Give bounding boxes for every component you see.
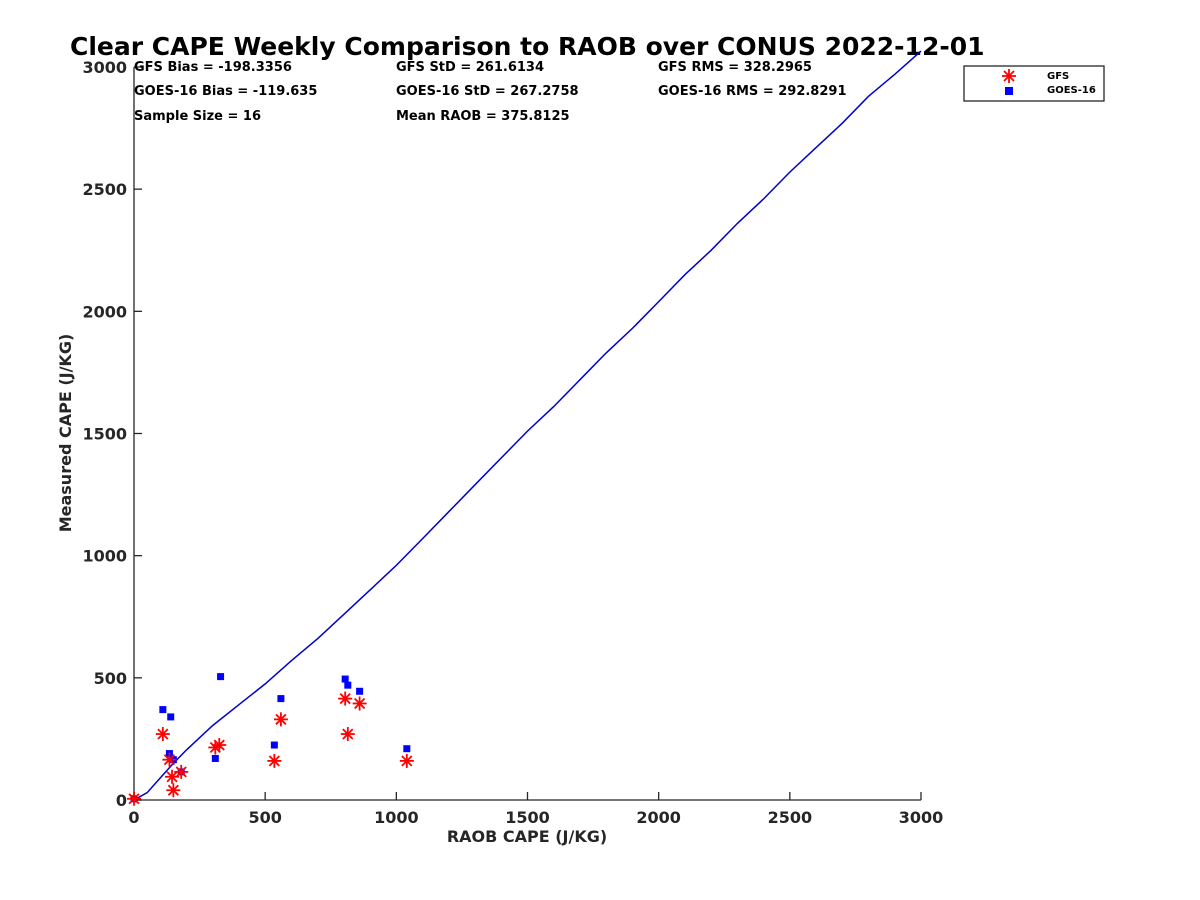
gfs-point	[273, 712, 288, 727]
goes16-point	[217, 673, 225, 681]
gfs-point	[162, 752, 177, 767]
gfs-point	[166, 783, 181, 798]
x-ticks: 0 500 1000 1500 2000 2500 3000	[128, 792, 943, 827]
reference-line	[133, 50, 922, 801]
x-tick-label: 1500	[505, 808, 550, 827]
y-tick-label: 0	[116, 791, 127, 810]
stat-gfs-bias: GFS Bias = -198.3356	[134, 60, 292, 75]
goes16-point	[211, 754, 219, 762]
series-layer	[127, 50, 922, 806]
gfs-point	[127, 791, 141, 806]
stat-gfs-rms: GFS RMS = 328.2965	[658, 60, 812, 75]
chart-title: Clear CAPE Weekly Comparison to RAOB ove…	[70, 32, 985, 61]
legend-gfs-marker	[1002, 69, 1016, 83]
legend-goes-label: GOES-16	[1047, 85, 1096, 96]
goes16-point	[159, 706, 167, 714]
goes16-point	[344, 681, 352, 689]
legend-box	[963, 65, 1105, 102]
goes16-point	[167, 713, 175, 721]
goes16-point	[270, 741, 278, 749]
stat-mean-raob: Mean RAOB = 375.8125	[396, 109, 570, 124]
y-tick-label: 500	[94, 669, 127, 688]
gfs-point	[267, 753, 282, 768]
gfs-asterisk-icon	[1002, 69, 1016, 83]
stat-gfs-std: GFS StD = 261.6134	[396, 60, 544, 75]
y-tick-label: 1500	[82, 425, 127, 444]
legend-gfs-label: GFS	[1047, 71, 1069, 82]
plot-area: 0 500 1000 1500 2000 2500 3000 0 500 1000 1500 200…	[82, 50, 943, 827]
stat-goes-bias: GOES-16 Bias = -119.635	[134, 84, 317, 99]
x-tick-label: 500	[248, 808, 281, 827]
x-tick-label: 3000	[899, 808, 944, 827]
stat-goes-rms: GOES-16 RMS = 292.8291	[658, 84, 847, 99]
x-tick-label: 2500	[768, 808, 813, 827]
x-tick-label: 2000	[636, 808, 681, 827]
goes16-point	[277, 695, 285, 703]
x-tick-label: 0	[128, 808, 139, 827]
legend: GFS GOES-16	[963, 65, 1105, 102]
y-tick-label: 2000	[82, 302, 127, 321]
gfs-point	[340, 727, 355, 742]
goes16-point	[403, 745, 411, 753]
y-tick-label: 3000	[82, 58, 127, 77]
gfs-point	[155, 727, 170, 742]
stat-goes-std: GOES-16 StD = 267.2758	[396, 84, 579, 99]
gfs-point	[212, 738, 227, 753]
gfs-point	[399, 753, 414, 768]
y-tick-label: 1000	[82, 547, 127, 566]
x-tick-label: 1000	[374, 808, 419, 827]
y-tick-label: 2500	[82, 180, 127, 199]
y-ticks: 0 500 1000 1500 2000 2500 3000	[82, 58, 142, 810]
gfs-point	[208, 740, 223, 755]
y-axis-label: Measured CAPE (J/KG)	[56, 334, 75, 533]
legend-goes-marker	[1005, 87, 1013, 95]
gfs-point	[174, 764, 189, 779]
gfs-point	[352, 696, 367, 711]
goes16-point	[356, 687, 364, 695]
stat-sample-size: Sample Size = 16	[134, 109, 261, 124]
gfs-point	[338, 691, 353, 706]
goes16-point	[341, 675, 349, 683]
stats-block: GFS Bias = -198.3356 GFS StD = 261.6134 …	[134, 60, 847, 124]
x-axis-label: RAOB CAPE (J/KG)	[447, 827, 607, 846]
